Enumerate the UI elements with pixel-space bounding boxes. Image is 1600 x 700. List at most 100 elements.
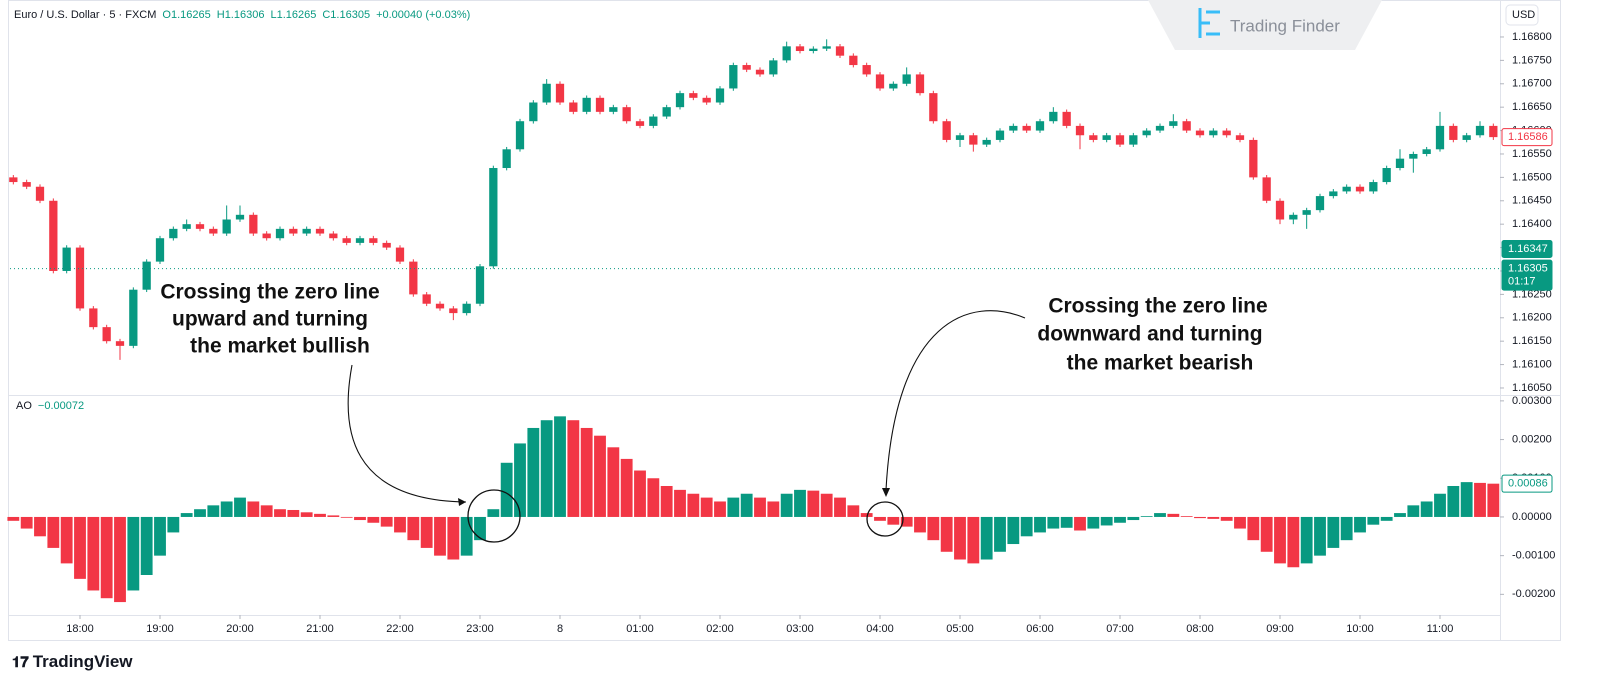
y-tick-label: -0.00100 <box>1512 550 1555 562</box>
candle-body <box>1075 125 1085 136</box>
candle-body <box>609 107 618 112</box>
price-label-box <box>1501 259 1553 291</box>
arrowhead <box>882 488 890 497</box>
candle-body <box>969 135 978 145</box>
symbol: Euro / U.S. Dollar · 5 · FXCM <box>14 9 156 21</box>
x-tick-label: 05:00 <box>946 623 974 635</box>
ao-bar <box>700 497 713 517</box>
ao-bar <box>167 516 180 533</box>
ao-bar <box>1354 516 1366 533</box>
ao-bar <box>407 516 420 541</box>
candle-body <box>1155 125 1165 131</box>
candle-body <box>1382 168 1391 183</box>
ao-bar <box>327 515 340 517</box>
y-tick-label: 1.16650 <box>1512 101 1552 113</box>
candle-body <box>569 102 578 112</box>
ao-bar <box>540 420 553 517</box>
x-tick-label: 06:00 <box>1026 623 1054 635</box>
ao-bar <box>47 516 60 548</box>
y-tick-label: 1.16800 <box>1512 31 1552 43</box>
ao-bar <box>100 516 113 599</box>
ao-bar <box>1140 516 1153 517</box>
ao-bar <box>474 516 486 541</box>
annotation-line: the market bearish <box>1067 352 1254 375</box>
ao-bar <box>940 516 953 552</box>
ao-bar <box>1234 516 1246 529</box>
y-tick-label: 1.16450 <box>1512 195 1552 207</box>
ao-bar <box>1407 505 1420 517</box>
candle-body <box>769 60 778 75</box>
ao-bar <box>607 447 620 517</box>
highlight-circle <box>866 501 904 537</box>
candle-body <box>1489 125 1498 138</box>
candle-body <box>289 228 298 234</box>
candle-body <box>955 135 965 140</box>
candle-body <box>435 303 445 309</box>
ao-bar <box>967 516 980 564</box>
ao-bar <box>114 516 126 603</box>
candle-body <box>1009 125 1018 131</box>
brand-name: TradingView <box>33 652 134 671</box>
candle-body <box>1222 130 1231 136</box>
ao-bar <box>380 516 393 527</box>
ao-bar <box>194 509 206 517</box>
ao-bar <box>860 513 873 517</box>
ao-bar <box>1007 516 1020 545</box>
ao-bar <box>34 516 46 537</box>
ao-bar <box>1180 516 1193 517</box>
candle-body <box>1449 125 1458 140</box>
ao-bar <box>74 516 86 579</box>
ao-bar <box>180 513 193 517</box>
candle-body <box>195 224 205 229</box>
ao-bar <box>7 516 20 521</box>
candle-body <box>35 186 45 201</box>
ao-bar <box>60 516 73 564</box>
price-label-box <box>1501 128 1553 147</box>
change: +0.00040 (+0.03%) <box>376 9 470 21</box>
logo-icon <box>1198 8 1220 38</box>
x-tick-label: 11:00 <box>1427 623 1454 635</box>
price-label: 0.00086 <box>1508 478 1548 490</box>
ao-bar <box>1434 493 1446 517</box>
annotation-line: downward and turning <box>1037 323 1262 346</box>
candle-body <box>169 228 178 239</box>
ao-bar <box>954 516 966 560</box>
candle-body <box>1422 149 1431 154</box>
marks: 1.16050 1.16100 1.16150 1.16200 1.16250 1.163… <box>7 31 1555 635</box>
ao-bar <box>807 490 820 517</box>
ao-bar <box>87 516 100 591</box>
price-label-box <box>1501 239 1553 258</box>
x-tick-label: 23:00 <box>466 623 494 635</box>
ao-bar <box>1487 483 1500 517</box>
price-label: 1.16586 <box>1508 131 1548 143</box>
ao-bar <box>754 497 766 517</box>
ao-bar <box>1220 516 1233 521</box>
y-tick-label: 1.16700 <box>1512 78 1552 90</box>
candle-body <box>1315 196 1325 211</box>
ao-bar <box>500 462 513 517</box>
ohlc-close: C1.16305 <box>322 9 370 21</box>
annotation-line: the market bullish <box>190 335 370 358</box>
candle-body <box>1302 210 1311 215</box>
x-tick-label: 03:00 <box>786 623 814 635</box>
ao-bar <box>394 516 406 533</box>
candle-body <box>249 214 258 234</box>
ao-bar <box>1340 516 1353 541</box>
candle-body <box>262 233 271 239</box>
candle-body <box>462 303 471 314</box>
ao-bar <box>1447 485 1460 517</box>
x-tick-label: 10:00 <box>1346 623 1374 635</box>
candle-body <box>702 97 711 103</box>
y-tick-label: 1.16200 <box>1512 312 1552 324</box>
ao-bar <box>20 516 33 529</box>
candle-body <box>1475 125 1485 136</box>
ao-bar <box>994 516 1006 552</box>
ao-bar <box>780 493 793 517</box>
ao-bar <box>820 493 833 517</box>
candle-body <box>1235 135 1245 140</box>
ao-bar <box>927 516 940 541</box>
ao-bar <box>1314 516 1326 556</box>
candle-body <box>835 46 845 56</box>
ao-bar <box>634 470 646 517</box>
